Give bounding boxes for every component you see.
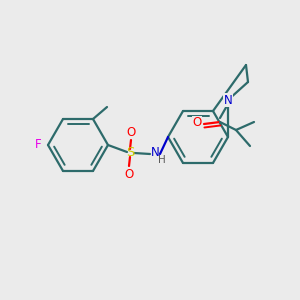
Text: H: H (158, 155, 166, 165)
Text: N: N (151, 146, 159, 160)
Text: O: O (124, 167, 134, 181)
Text: F: F (35, 137, 41, 151)
Text: S: S (126, 146, 134, 160)
Text: O: O (192, 116, 202, 130)
Text: O: O (126, 125, 136, 139)
Text: N: N (224, 94, 232, 106)
